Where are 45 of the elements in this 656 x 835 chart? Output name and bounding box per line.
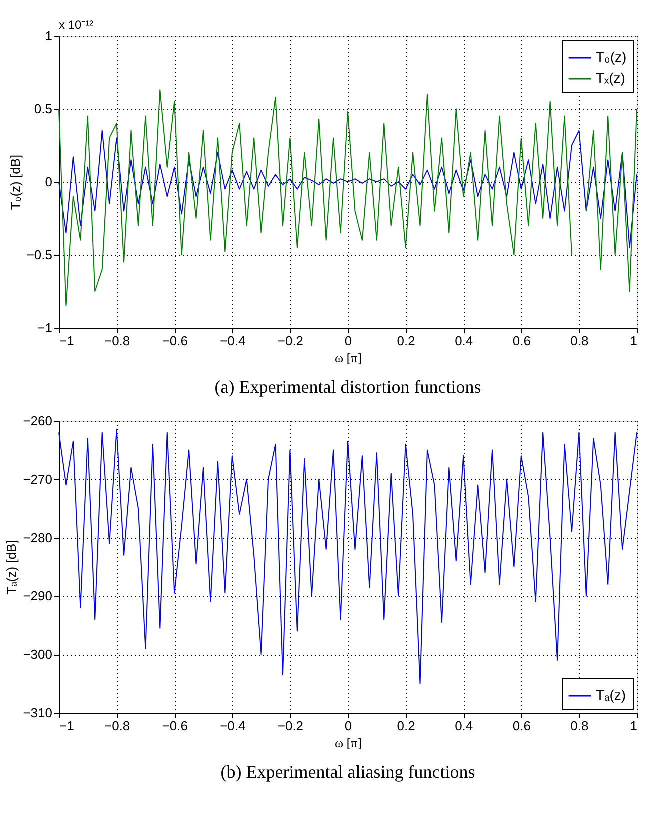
y-tick-label: −270 [23, 472, 52, 487]
y-tick-label: −290 [23, 588, 52, 604]
y-axis-title: Tₐ(z) [dB] [4, 540, 20, 595]
x-tick-label: 0.8 [570, 334, 589, 348]
x-tick-label: −0.6 [162, 718, 188, 734]
x-tick-label: −0.4 [220, 718, 246, 734]
legend-label: Tₓ(z) [596, 70, 626, 86]
y-tick-label: −260 [23, 414, 52, 428]
line-series [58, 429, 638, 684]
x-tick-label: −0.8 [104, 718, 130, 734]
x-tick-label: 0.4 [455, 718, 474, 734]
text: x 10⁻¹² [59, 18, 94, 32]
y-tick-label: 1 [45, 28, 52, 44]
x-tick-label: −1 [60, 718, 74, 734]
x-tick-label: 0.2 [397, 718, 416, 734]
x-axis-title: ω [π] [334, 736, 362, 750]
line-series [58, 130, 638, 248]
y-tick-label: −310 [23, 706, 52, 720]
x-tick-label: 0.6 [512, 718, 531, 734]
x-tick-label: 0 [344, 334, 352, 348]
x-tick-label: 0.6 [512, 334, 531, 348]
x-tick-label: −0.4 [220, 334, 246, 348]
y-tick-label: 0 [45, 174, 52, 190]
x-tick-label: −1 [60, 334, 74, 348]
x-tick-label: 0.4 [455, 334, 474, 348]
x-tick-label: 0.8 [570, 718, 589, 734]
x-tick-label: 1 [630, 334, 638, 348]
legend-label: Tₐ(z) [596, 687, 626, 703]
x-tick-label: 0.2 [397, 334, 416, 348]
x-tick-label: 1 [630, 718, 638, 734]
x-tick-label: −0.2 [278, 334, 304, 348]
x-tick-label: 0 [344, 718, 352, 734]
text: (b) Experimental aliasing functions [220, 762, 476, 782]
x-tick-label: −0.2 [278, 718, 304, 734]
x-axis-title: ω [π] [334, 350, 362, 366]
y-tick-label: −0.5 [26, 248, 52, 262]
y-tick-label: −300 [23, 647, 52, 662]
y-tick-label: −280 [23, 530, 52, 546]
y-tick-label: −1 [38, 320, 52, 336]
legend-label: T₀(z) [596, 49, 627, 65]
text: (a) Experimental distortion functions [214, 377, 482, 397]
y-tick-label: 0.5 [34, 102, 52, 116]
y-axis-title: T₀(z) [dB] [8, 154, 23, 210]
x-tick-label: −0.8 [104, 334, 130, 348]
x-tick-label: −0.6 [162, 334, 188, 348]
